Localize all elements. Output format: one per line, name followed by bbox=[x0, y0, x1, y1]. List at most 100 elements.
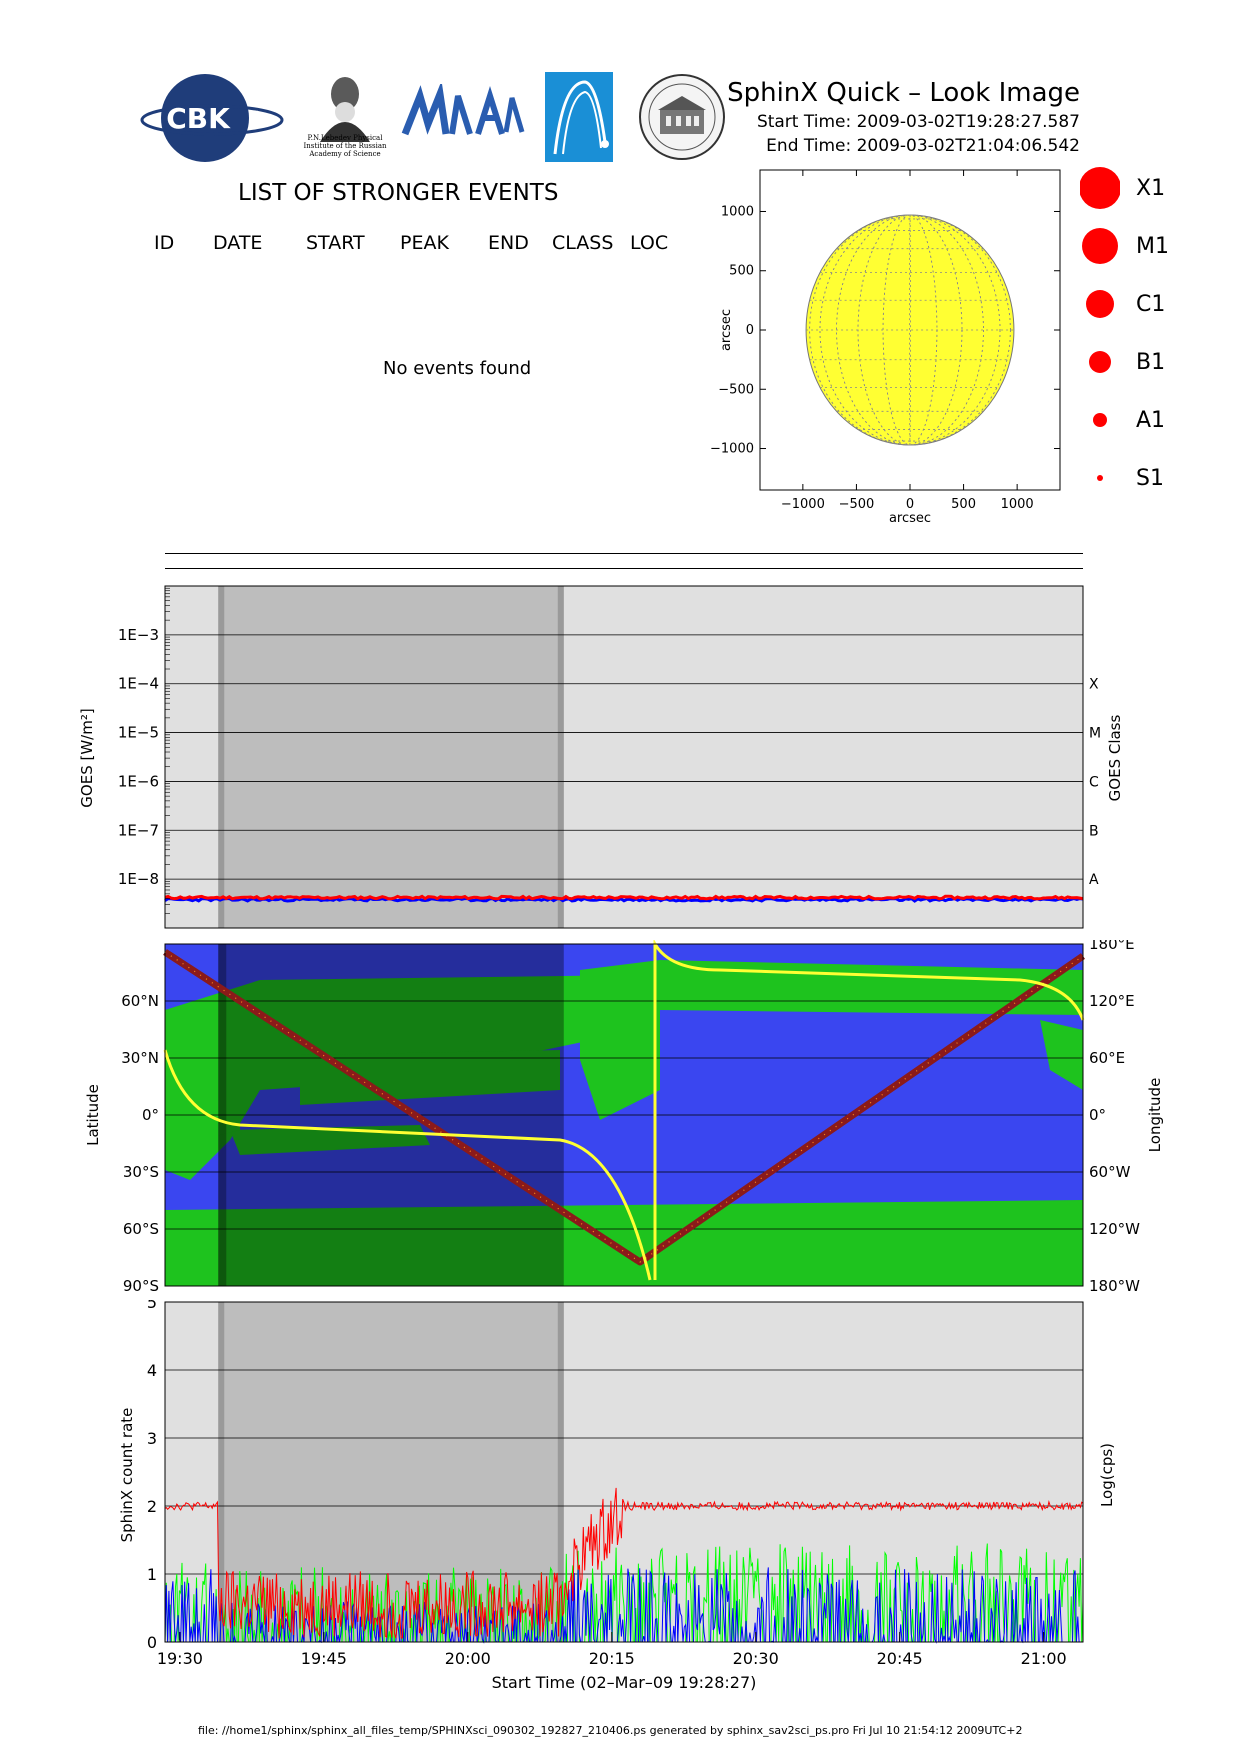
separator-line-1 bbox=[165, 553, 1083, 554]
goes-flux-chart: 1E−8 1E−7 1E−6 1E−5 1E−4 1E−3 A B C M X GOES [W/m²… bbox=[78, 585, 1124, 929]
legend-label-c1: C1 bbox=[1136, 292, 1166, 317]
goes-series-short bbox=[164, 896, 1084, 903]
map-landmass bbox=[165, 1200, 1083, 1286]
lebedev-portrait-logo bbox=[320, 77, 370, 142]
events-col-end: END bbox=[488, 232, 529, 254]
disk-longitude-line bbox=[819, 214, 1001, 446]
map-ytick-label: 60°N bbox=[121, 992, 159, 1010]
map-ytick-label-right: 0° bbox=[1089, 1106, 1106, 1124]
map-ylabel: Latitude bbox=[84, 1084, 102, 1146]
flare-class-legend bbox=[1080, 167, 1120, 481]
disk-xtick-label: 0 bbox=[906, 497, 914, 512]
goes-ytick-label: 1E−8 bbox=[118, 870, 159, 888]
mifi-logo bbox=[401, 84, 525, 136]
goes-class-label: B bbox=[1089, 823, 1099, 839]
events-title: LIST OF STRONGER EVENTS bbox=[238, 180, 559, 206]
rate-xtick-label: 20:30 bbox=[733, 1649, 779, 1668]
disk-xtick-label: 1000 bbox=[1001, 497, 1034, 512]
disk-xtick-label: 500 bbox=[951, 497, 976, 512]
events-col-date: DATE bbox=[213, 232, 263, 254]
map-landmass bbox=[300, 1050, 560, 1105]
rate-shade-edge-right bbox=[557, 1302, 564, 1642]
disk-xtick-label: −500 bbox=[839, 497, 875, 512]
legend-label-b1: B1 bbox=[1136, 350, 1166, 375]
goes-class-label: A bbox=[1089, 872, 1099, 888]
map-ytick-label-right: 120°W bbox=[1089, 1220, 1140, 1238]
disk-ytick-label: 1000 bbox=[721, 204, 754, 219]
map-landmass bbox=[190, 1050, 240, 1140]
map-plot-frame bbox=[164, 943, 1084, 1287]
goes-shade-edge-right bbox=[557, 586, 564, 928]
disk-longitude-line bbox=[836, 214, 984, 446]
map-ytick-label-right: 60°E bbox=[1089, 1049, 1125, 1067]
footer-file-info: file: //home1/sphinx/sphinx_all_files_te… bbox=[198, 1724, 1023, 1737]
lebedev-caption: P.N.Lebedev Physical Institute of the Ru… bbox=[303, 134, 387, 158]
rate-series-green bbox=[164, 1543, 1084, 1643]
rate-xlabel: Start Time (02–Mar–09 19:28:27) bbox=[492, 1673, 757, 1692]
map-ytick-label: 90°S bbox=[123, 1277, 159, 1295]
rate-xtick-label: 20:00 bbox=[445, 1649, 491, 1668]
map-ytick-label-right: 60°W bbox=[1089, 1163, 1131, 1181]
rate-ytick-label: 3 bbox=[147, 1429, 157, 1448]
rate-plot-frame bbox=[164, 1301, 1084, 1643]
disk-longitude-line bbox=[809, 214, 1011, 446]
orbit-map-chart: 90°S 60°S 30°S 0° 30°N 60°N 180°W 120°W 60°W 0° 60… bbox=[84, 940, 1164, 1295]
events-col-class: CLASS bbox=[552, 232, 614, 254]
separator-line-2 bbox=[165, 568, 1083, 569]
map-ylabel-right: Longitude bbox=[1146, 1078, 1164, 1153]
events-col-id: ID bbox=[154, 232, 175, 254]
events-col-loc: LOC bbox=[630, 232, 669, 254]
events-col-peak: PEAK bbox=[400, 232, 449, 254]
goes-shaded-interval bbox=[218, 586, 564, 928]
rate-ytick-label: 1 bbox=[147, 1565, 157, 1584]
start-time: Start Time: 2009-03-02T19:28:27.587 bbox=[756, 112, 1080, 132]
map-orbit-track-highlight bbox=[164, 951, 1084, 1263]
disk-xtick-label: −1000 bbox=[781, 497, 825, 512]
legend-label-x1: X1 bbox=[1136, 176, 1166, 201]
rate-xtick-label: 19:30 bbox=[157, 1649, 203, 1668]
disk-xlabel: arcsec bbox=[889, 511, 931, 526]
goes-ytick-label: 1E−4 bbox=[118, 675, 159, 693]
goes-series-long bbox=[164, 894, 1084, 901]
rate-ylabel-right: Log(cps) bbox=[1098, 1443, 1116, 1507]
legend-dot-c1 bbox=[1086, 290, 1114, 318]
map-ytick-label: 60°S bbox=[123, 1220, 159, 1238]
map-sun-curve-2 bbox=[653, 940, 1085, 1280]
rate-xtick-label: 20:45 bbox=[877, 1649, 923, 1668]
disk-ylabel: arcsec bbox=[719, 309, 734, 351]
legend-dot-a1 bbox=[1093, 413, 1107, 427]
solar-disk-chart: −1000 −500 0 500 1000 −1000 −500 0 500 1000 arcse… bbox=[710, 169, 1061, 526]
disk-longitude-line bbox=[882, 214, 938, 446]
map-landmass bbox=[1040, 1020, 1083, 1090]
cbk-logo: CBK PAN bbox=[140, 74, 284, 162]
sphinx-rate-chart: 0 1 2 3 4 5 19:30 19:45 20:00 20:15 20:30 20:45 21:0… bbox=[118, 1300, 1116, 1692]
map-ytick-label: 30°N bbox=[121, 1049, 159, 1067]
disk-ytick-label: 0 bbox=[746, 323, 754, 338]
map-ytick-label: 0° bbox=[142, 1106, 159, 1124]
end-time: End Time: 2009-03-02T21:04:06.542 bbox=[766, 136, 1080, 156]
goes-class-label: C bbox=[1089, 774, 1099, 790]
rate-ylabel: SphinX count rate bbox=[118, 1408, 136, 1543]
disk-longitude-line bbox=[909, 214, 911, 446]
events-col-start: START bbox=[306, 232, 365, 254]
cbk-logo-subtext: PAN bbox=[250, 110, 264, 128]
map-ytick-label-right: 180°W bbox=[1089, 1277, 1140, 1295]
rate-shade-edge-left bbox=[218, 1302, 225, 1642]
rate-xtick-label: 19:45 bbox=[301, 1649, 347, 1668]
goes-ytick-label: 1E−6 bbox=[118, 772, 159, 790]
goes-ytick-label: 1E−3 bbox=[118, 626, 159, 644]
goes-ytick-label: 1E−5 bbox=[118, 724, 159, 742]
rate-series-red bbox=[164, 1487, 1084, 1639]
page-title: SphinX Quick – Look Image bbox=[727, 78, 1080, 108]
goes-class-label: M bbox=[1089, 726, 1101, 742]
map-ytick-label-right: 120°E bbox=[1089, 992, 1135, 1010]
legend-dot-m1 bbox=[1082, 228, 1118, 264]
university-seal-logo bbox=[639, 74, 725, 160]
rate-ytick-label: 5 bbox=[147, 1300, 157, 1312]
map-ytick-label: 30°S bbox=[123, 1163, 159, 1181]
legend-dot-b1 bbox=[1089, 351, 1111, 373]
rate-xtick-label: 21:00 bbox=[1021, 1649, 1067, 1668]
goes-plot-frame bbox=[164, 585, 1084, 929]
disk-ytick-label: 500 bbox=[729, 264, 754, 279]
legend-dot-x1 bbox=[1080, 167, 1120, 209]
